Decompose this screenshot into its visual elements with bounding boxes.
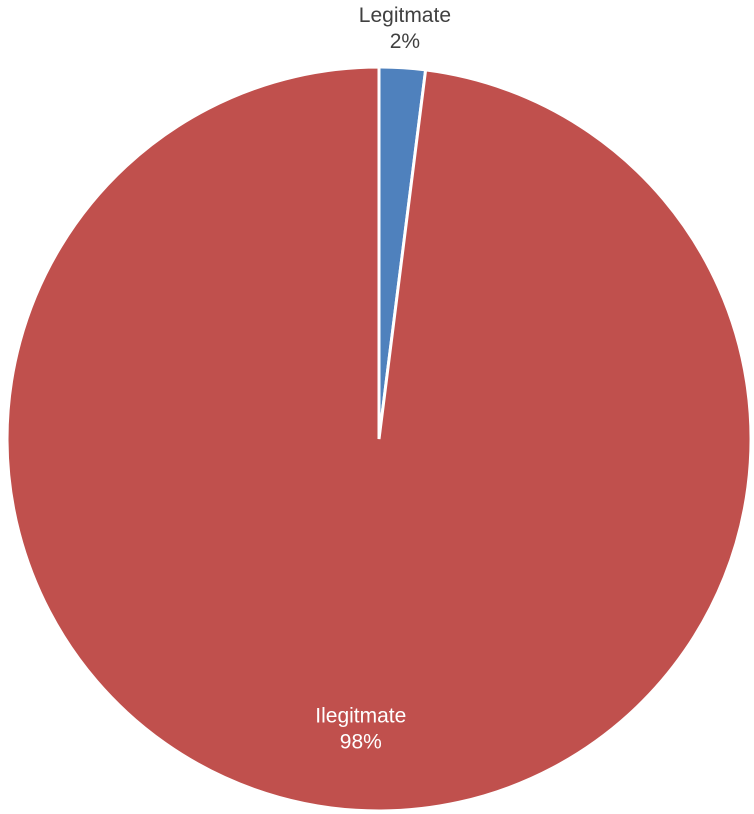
data-label-value-ilegitmate: 98% xyxy=(340,731,382,754)
pie-slice-ilegitmate xyxy=(5,65,753,813)
data-label-name-legitmate: Legitmate xyxy=(359,4,451,27)
labels-layer: Legitmate 2% Ilegitmate 98% xyxy=(315,4,451,754)
data-label-name-ilegitmate: Ilegitmate xyxy=(315,705,406,728)
slices-layer xyxy=(5,65,753,813)
data-label-legitmate: Legitmate 2% xyxy=(359,4,451,53)
data-label-ilegitmate: Ilegitmate 98% xyxy=(315,705,406,754)
data-label-value-legitmate: 2% xyxy=(390,30,420,53)
